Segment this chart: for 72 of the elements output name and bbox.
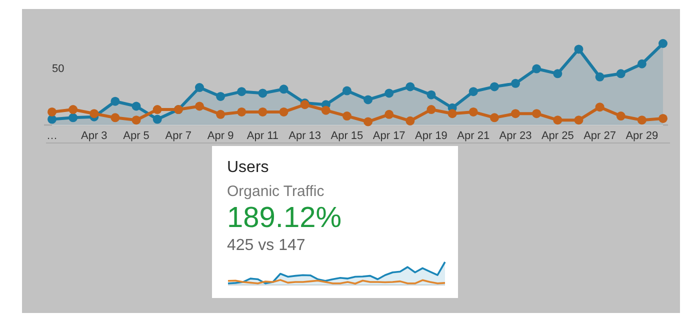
point [490, 82, 499, 92]
text: 425 vs 147 [227, 237, 306, 254]
point [258, 107, 268, 116]
point [553, 116, 562, 125]
x-tick-label: Apr 17 [372, 130, 406, 142]
x-tick-label: Apr 23 [499, 130, 532, 142]
x-tick-label: Apr 11 [246, 130, 278, 142]
point [237, 107, 246, 116]
point [595, 102, 604, 112]
x-tick-label: Apr 13 [288, 130, 322, 142]
point [511, 109, 520, 118]
point [279, 107, 288, 116]
point [364, 117, 373, 126]
x-tick-label: Apr 15 [330, 130, 364, 142]
point [595, 72, 604, 82]
x-tick-label: Apr 27 [584, 130, 616, 142]
point [616, 112, 626, 121]
point [364, 95, 373, 104]
point [637, 116, 646, 125]
point [194, 83, 204, 92]
point [574, 44, 584, 54]
chart-subtitle: Organic Traffic [227, 183, 325, 200]
point [426, 105, 436, 114]
point [110, 113, 120, 122]
point [468, 107, 478, 116]
annotation: 50 [52, 62, 64, 75]
point [658, 114, 668, 123]
point [342, 86, 352, 96]
point [511, 78, 520, 88]
point [448, 109, 457, 118]
point [321, 106, 330, 115]
point [132, 102, 141, 111]
point [490, 113, 499, 122]
point [426, 90, 436, 100]
text: 189.12% [227, 202, 342, 234]
point [637, 59, 646, 68]
point [68, 113, 78, 122]
point [532, 109, 542, 118]
x-tick-label: Apr 21 [457, 130, 490, 142]
x-tick-label: Apr 3 [80, 130, 108, 142]
point [279, 84, 288, 94]
point [132, 116, 141, 125]
point [216, 92, 226, 101]
x-tick-label: Apr 29 [626, 130, 658, 142]
point [216, 110, 226, 119]
x-tick-label: Apr 9 [207, 130, 234, 142]
point [152, 105, 162, 114]
point [384, 88, 394, 98]
point [110, 96, 120, 106]
point [258, 88, 268, 98]
point [532, 64, 542, 74]
point [658, 39, 668, 48]
point [194, 102, 204, 111]
point [468, 87, 478, 96]
point [342, 112, 352, 121]
x-tick-label: … [46, 130, 58, 142]
x-tick-label: Apr 19 [415, 130, 448, 142]
point [553, 69, 562, 78]
point [152, 114, 162, 124]
x-tick-label: Apr 25 [541, 130, 574, 142]
point [574, 116, 584, 125]
chart-title: Users [227, 159, 269, 176]
x-tick-label: Apr 7 [165, 130, 192, 142]
point [68, 105, 78, 114]
point [237, 87, 246, 96]
point [406, 116, 415, 126]
point [406, 82, 415, 92]
point [48, 107, 56, 116]
point [384, 110, 394, 119]
x-tick-label: Apr 5 [123, 130, 150, 142]
point [90, 109, 99, 118]
point [616, 69, 626, 78]
